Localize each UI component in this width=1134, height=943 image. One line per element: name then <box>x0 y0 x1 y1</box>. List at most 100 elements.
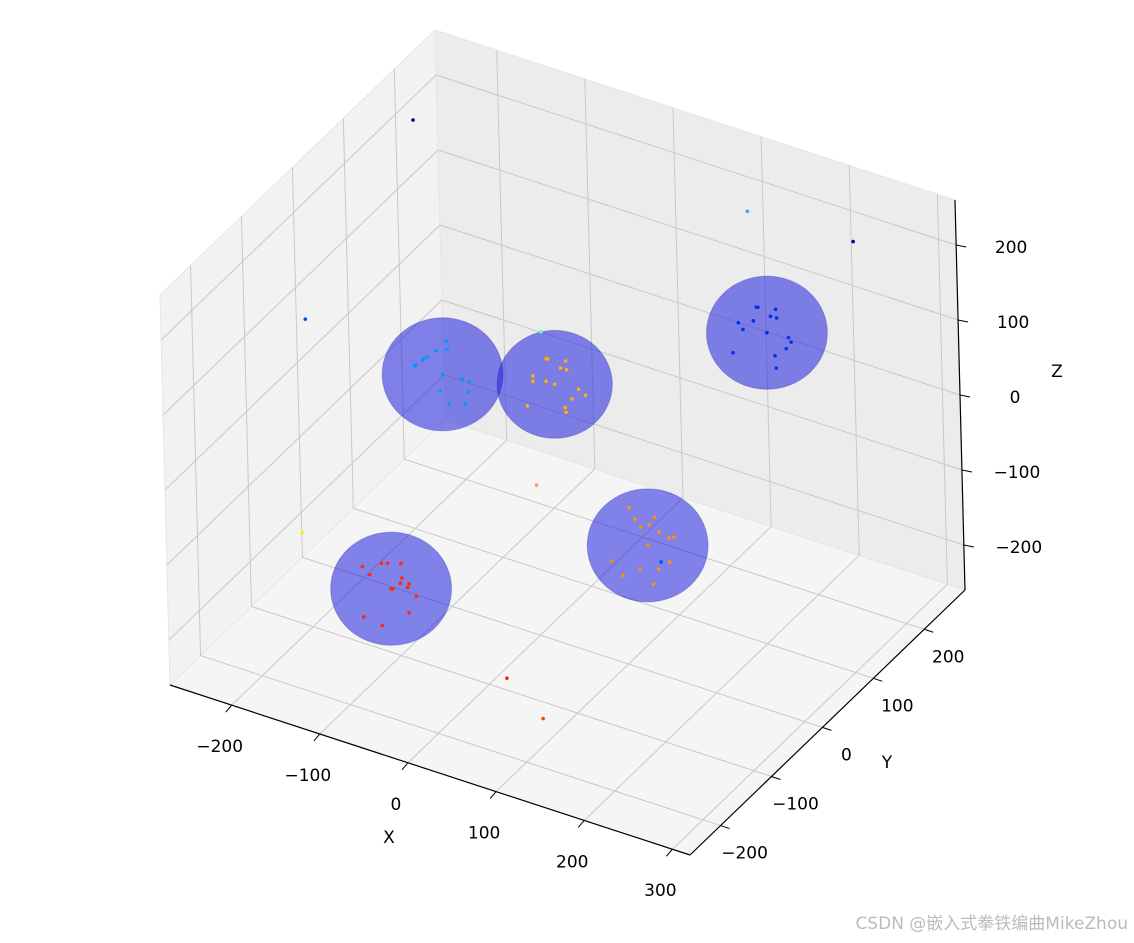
point <box>530 374 535 378</box>
axis-line <box>954 199 966 591</box>
grid-line <box>672 583 948 850</box>
grid-line <box>439 224 961 396</box>
grid-line <box>168 374 445 641</box>
x-tick <box>313 733 321 742</box>
point <box>367 572 372 577</box>
z-tick <box>959 394 971 398</box>
grid-line <box>319 468 596 735</box>
point <box>467 379 472 384</box>
grid-line <box>162 149 439 416</box>
point <box>390 587 395 591</box>
point <box>583 393 588 398</box>
x-tick <box>665 848 673 857</box>
point <box>741 327 745 332</box>
point <box>672 535 676 539</box>
point <box>638 525 643 529</box>
grid-line <box>200 655 721 827</box>
point <box>466 389 471 394</box>
point <box>531 379 535 384</box>
point <box>411 118 415 122</box>
point <box>563 405 567 410</box>
y-tick <box>873 677 883 682</box>
x-tick-label: −200 <box>196 737 243 757</box>
y-tick <box>924 628 934 633</box>
z-tick <box>956 244 967 248</box>
point <box>789 340 793 344</box>
point <box>768 314 773 319</box>
axis-line <box>169 684 691 856</box>
point <box>412 364 417 368</box>
point <box>851 239 855 244</box>
y-tick-label: 0 <box>841 745 852 765</box>
point <box>425 354 430 359</box>
x-tick-label: 100 <box>468 824 500 844</box>
y-tick-label: −100 <box>772 794 819 814</box>
point <box>505 676 509 681</box>
grid-line <box>583 555 860 821</box>
y-axis-label: Y <box>881 753 893 773</box>
x-tick <box>401 762 409 771</box>
point <box>736 320 741 325</box>
grid-line <box>435 74 957 246</box>
z-tick-label: 200 <box>995 238 1027 258</box>
point <box>656 567 661 572</box>
point <box>657 530 661 534</box>
point <box>463 402 468 407</box>
z-tick <box>961 469 973 473</box>
x-tick-label: 0 <box>391 795 402 815</box>
z-tick <box>963 544 974 548</box>
point <box>407 582 411 586</box>
point <box>756 305 760 310</box>
point <box>539 329 543 334</box>
point <box>534 483 539 488</box>
y-tick <box>720 825 730 830</box>
point <box>765 330 769 335</box>
z-tick-label: 100 <box>997 313 1029 333</box>
y-tick-label: −200 <box>721 844 768 864</box>
grid-line <box>251 606 772 777</box>
z-tick-label: 0 <box>1010 388 1021 408</box>
point <box>460 377 465 381</box>
axis-line <box>689 589 966 856</box>
grid-line <box>441 299 963 471</box>
point <box>773 307 778 312</box>
grid-line <box>495 526 772 792</box>
x-tick-label: 300 <box>644 881 676 901</box>
y-tick-label: 200 <box>932 647 964 667</box>
point <box>751 319 756 323</box>
watermark: CSDN @嵌入式拳铁编曲MikeZhou <box>855 914 1128 934</box>
point <box>784 346 789 351</box>
x-tick-label: 200 <box>556 852 588 872</box>
point <box>541 716 545 721</box>
point <box>303 317 308 321</box>
point <box>659 560 663 564</box>
point <box>667 560 672 564</box>
point <box>398 561 403 566</box>
grid-line <box>164 224 441 491</box>
z-tick-label: −200 <box>995 538 1042 558</box>
point <box>774 316 779 320</box>
point <box>400 576 404 580</box>
point <box>786 335 791 340</box>
point <box>434 348 439 353</box>
point <box>564 410 568 415</box>
point <box>438 389 442 393</box>
y-tick <box>822 726 832 731</box>
point <box>620 573 625 578</box>
point <box>546 357 550 361</box>
point <box>633 517 638 522</box>
point <box>445 347 450 352</box>
point <box>447 401 451 406</box>
point <box>398 581 403 586</box>
point <box>645 543 650 548</box>
point <box>610 559 614 563</box>
point <box>361 615 366 619</box>
point <box>564 367 569 372</box>
grid-line <box>437 149 959 321</box>
point <box>414 594 419 599</box>
point <box>570 397 574 401</box>
point <box>563 359 568 363</box>
point <box>774 366 779 370</box>
x-tick <box>577 820 585 828</box>
point <box>576 387 581 392</box>
